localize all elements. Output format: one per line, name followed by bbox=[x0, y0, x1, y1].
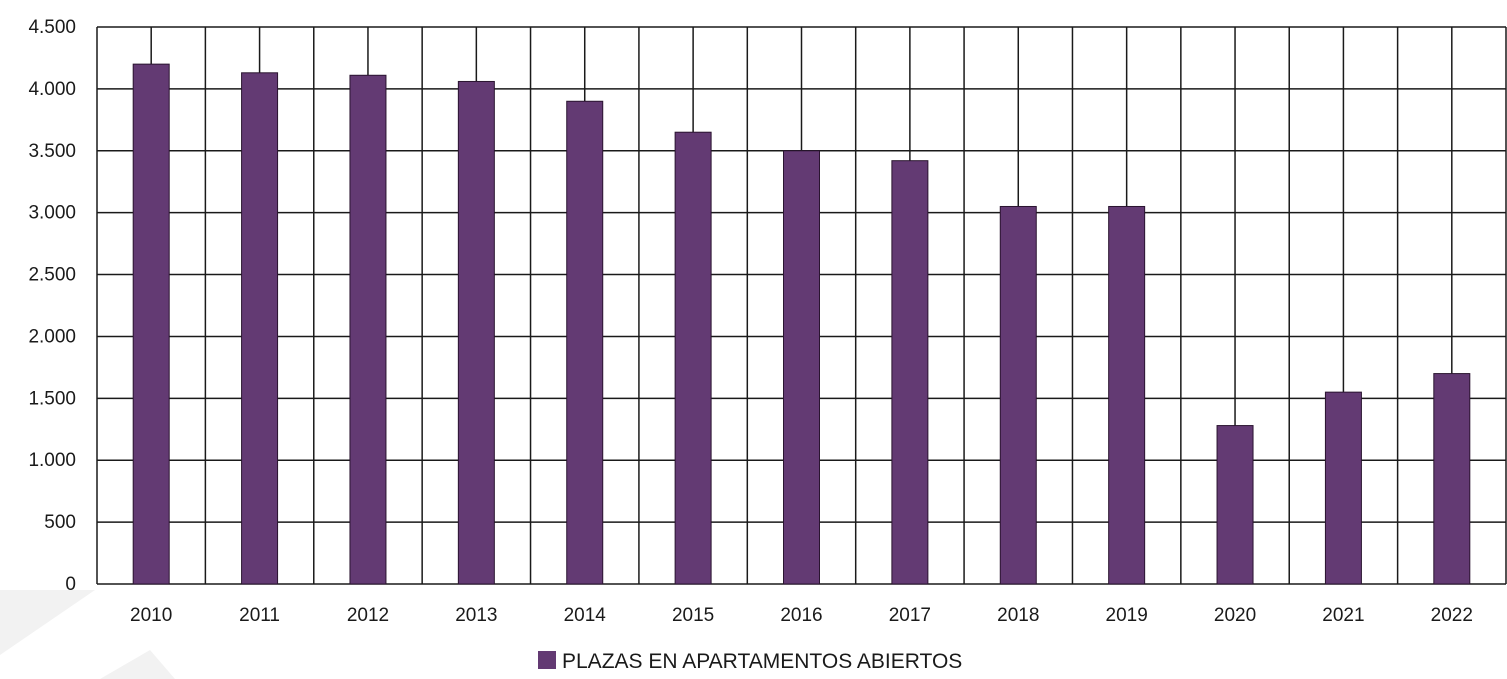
y-tick-label: 4.500 bbox=[28, 17, 76, 38]
x-tick-label: 2016 bbox=[780, 605, 822, 626]
y-tick-label: 4.000 bbox=[28, 79, 76, 100]
y-tick-label: 3.000 bbox=[28, 203, 76, 224]
y-axis-ticks: 0 500 1.000 1.500 2.000 2.500 3.000 3.500 4.000 4… bbox=[28, 17, 76, 595]
bar bbox=[1324, 391, 1362, 585]
x-tick-label: 2019 bbox=[1106, 605, 1148, 626]
bar bbox=[674, 131, 712, 585]
bar bbox=[891, 160, 929, 585]
x-tick-label: 2021 bbox=[1322, 605, 1364, 626]
legend-label: PLAZAS EN APARTAMENTOS ABIERTOS bbox=[562, 650, 962, 673]
y-tick-label: 3.500 bbox=[28, 141, 76, 162]
bar bbox=[999, 205, 1037, 585]
y-tick-label: 1.500 bbox=[28, 388, 76, 409]
x-tick-label: 2010 bbox=[130, 605, 172, 626]
x-tick-label: 2014 bbox=[564, 605, 607, 626]
legend: PLAZAS EN APARTAMENTOS ABIERTOS bbox=[538, 650, 962, 673]
legend-swatch bbox=[538, 651, 556, 669]
background-decoration bbox=[0, 590, 95, 655]
x-tick-label: 2018 bbox=[997, 605, 1039, 626]
x-tick-label: 2012 bbox=[347, 605, 389, 626]
bar bbox=[566, 100, 604, 585]
x-tick-label: 2017 bbox=[889, 605, 931, 626]
x-tick-label: 2022 bbox=[1431, 605, 1473, 626]
x-tick-label: 2011 bbox=[239, 605, 280, 626]
x-tick-label: 2015 bbox=[672, 605, 714, 626]
background-decoration bbox=[100, 650, 175, 679]
bar bbox=[783, 150, 820, 585]
bar bbox=[349, 74, 387, 585]
y-tick-label: 1.000 bbox=[28, 450, 76, 471]
y-tick-label: 0 bbox=[65, 574, 76, 595]
bar bbox=[132, 63, 170, 585]
bars bbox=[132, 63, 1471, 585]
y-tick-label: 500 bbox=[44, 512, 76, 533]
x-tick-label: 2020 bbox=[1214, 605, 1256, 626]
bar bbox=[241, 72, 279, 585]
bar bbox=[457, 80, 495, 585]
x-axis-ticks: 2010 2011 2012 2013 2014 2015 2016 2017 2018 2019… bbox=[130, 605, 1473, 626]
y-tick-label: 2.500 bbox=[28, 265, 76, 286]
bar bbox=[1433, 373, 1471, 585]
y-tick-label: 2.000 bbox=[28, 326, 76, 347]
x-tick-label: 2013 bbox=[455, 605, 497, 626]
bar bbox=[1108, 205, 1146, 585]
bar bbox=[1216, 425, 1254, 585]
